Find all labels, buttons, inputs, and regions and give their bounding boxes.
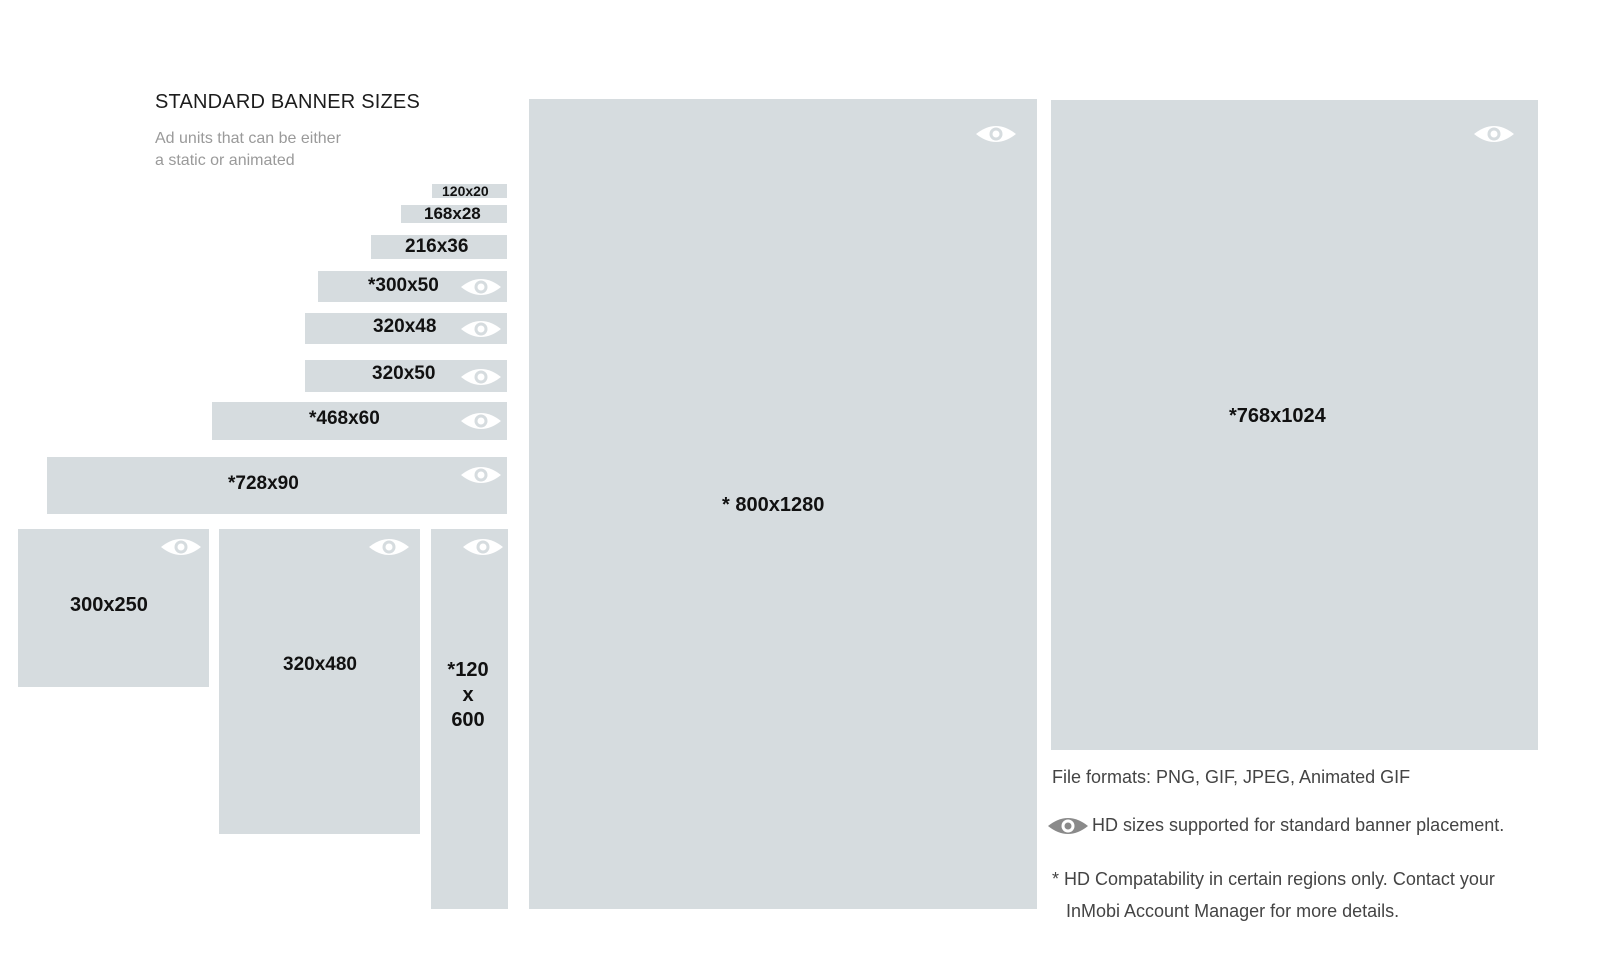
banner-320x50: 320x50 [305,360,507,392]
eye-icon [368,537,410,557]
banner-300x250: 300x250 [18,529,209,687]
banner-468x60: *468x60 [212,402,507,440]
eye-icon [975,124,1017,144]
banner-label: 300x250 [70,594,148,616]
label-line-1: *120 [447,659,489,681]
banner-168x28: 168x28 [401,204,507,223]
banner-label: 320x48 [373,316,437,337]
banner-120x20: 120x20 [432,183,507,199]
banner-320x480: 320x480 [219,529,420,834]
compatibility-note: * HD Compatability in certain regions on… [1052,863,1495,927]
banner-800x1280: * 800x1280 [529,99,1037,909]
eye-icon [460,277,502,297]
banner-label: *728x90 [228,473,299,494]
banner-label: 216x36 [405,236,469,257]
page-title: STANDARD BANNER SIZES [155,91,420,113]
banner-216x36: 216x36 [371,235,507,259]
eye-icon [1047,816,1089,836]
banner-label: 168x28 [424,204,481,223]
eye-icon [460,411,502,431]
page-subtitle: Ad units that can be either a static or … [155,128,341,172]
banner-728x90: *728x90 [47,457,507,514]
banner-label: *768x1024 [1229,405,1326,427]
banner-label: 320x480 [283,654,357,675]
subtitle-line-2: a static or animated [155,152,295,169]
banner-label: *468x60 [309,408,380,429]
subtitle-line-1: Ad units that can be either [155,130,341,147]
label-line-3: 600 [451,709,485,731]
eye-icon [460,319,502,339]
banner-120x600: *120 x 600 [431,529,508,909]
banner-label: *120 x 600 [431,658,505,733]
hd-legend-note: HD sizes supported for standard banner p… [1092,815,1505,835]
eye-icon [160,537,202,557]
compat-line-1: * HD Compatability in certain regions on… [1052,869,1495,889]
banner-768x1024: *768x1024 [1051,100,1538,750]
label-line-2: x [462,684,474,706]
eye-icon [460,367,502,387]
eye-icon [460,465,502,485]
banner-label: 120x20 [442,183,489,199]
banner-label: *300x50 [368,275,439,296]
banner-label: 320x50 [372,363,436,384]
eye-icon [1473,124,1515,144]
banner-label: * 800x1280 [722,494,825,516]
eye-icon [462,537,504,557]
banner-320x48: 320x48 [305,313,507,344]
file-formats-note: File formats: PNG, GIF, JPEG, Animated G… [1052,767,1411,787]
banner-300x50: *300x50 [318,271,507,302]
compat-line-2: InMobi Account Manager for more details. [1066,901,1400,921]
